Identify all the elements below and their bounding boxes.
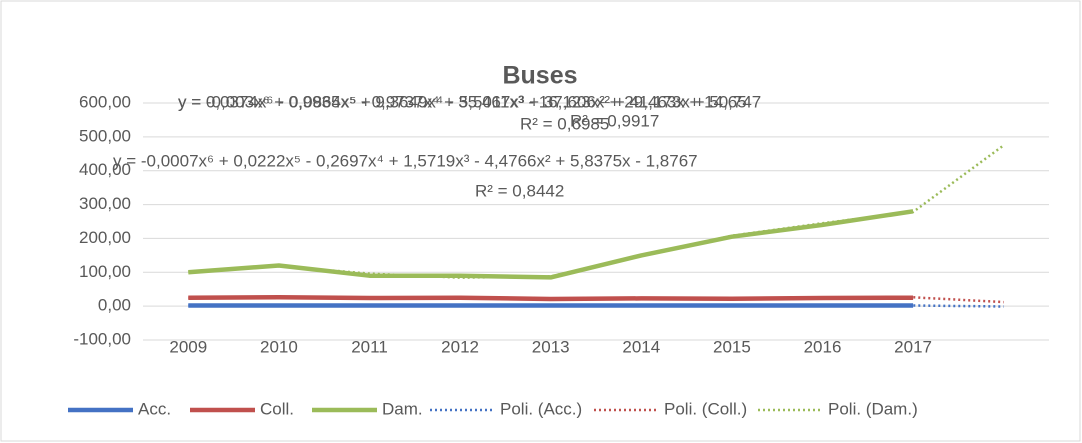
x-tick-label: 2017 <box>894 337 932 356</box>
legend-label: Poli. (Acc.) <box>500 399 582 418</box>
legend-label: Coll. <box>260 399 294 418</box>
x-tick-label: 2014 <box>622 337 660 356</box>
legend-label: Dam. <box>382 399 423 418</box>
x-tick-label: 2016 <box>804 337 842 356</box>
series-line <box>188 295 914 302</box>
y-tick-label: 0,00 <box>98 296 131 315</box>
y-tick-label: 500,00 <box>79 126 131 145</box>
legend-label: Poli. (Dam.) <box>828 399 918 418</box>
x-tick-label: 2013 <box>532 337 570 356</box>
y-tick-label: 600,00 <box>79 92 131 111</box>
x-tick-label: 2015 <box>713 337 751 356</box>
annotation: y = -0,003x⁶ + 0,0864x⁵ - 0,9737x⁴ + 5,5… <box>178 92 747 111</box>
chart-title: Buses <box>502 62 577 90</box>
x-tick-label: 2012 <box>441 337 479 356</box>
y-tick-label: 100,00 <box>79 262 131 281</box>
y-tick-label: -100,00 <box>73 329 131 348</box>
annotation: R² = 0,9917 <box>570 111 659 130</box>
annotation: y = -0,0007x⁶ + 0,0222x⁵ - 0,2697x⁴ + 1,… <box>113 151 698 170</box>
annotation: y = 0,0374x⁶ - 0,9935x⁵ + 9,3649x⁴ - 35,… <box>178 92 761 111</box>
y-tick-label: 200,00 <box>79 228 131 247</box>
annotation: R² = 0,8442 <box>475 181 564 200</box>
x-tick-label: 2010 <box>260 337 298 356</box>
legend-label: Poli. (Coll.) <box>664 399 747 418</box>
legend-label: Acc. <box>138 399 171 418</box>
y-tick-label: 400,00 <box>79 160 131 179</box>
y-tick-label: 300,00 <box>79 194 131 213</box>
x-tick-label: 2011 <box>351 337 388 356</box>
annotation: R² = 0,6985 <box>520 114 609 133</box>
series-line <box>188 209 914 280</box>
x-tick-label: 2009 <box>169 337 207 356</box>
